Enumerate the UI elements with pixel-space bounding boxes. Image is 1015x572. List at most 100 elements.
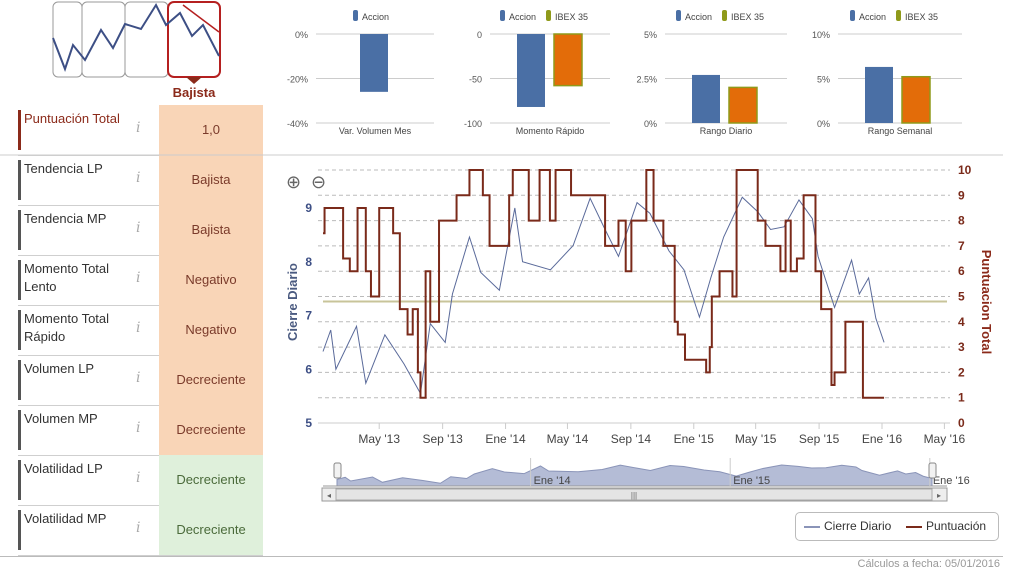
series-puntuacion: [323, 169, 885, 399]
x-tick-label: May '16: [924, 432, 966, 446]
y2-tick-label: 8: [958, 214, 965, 228]
y-tick-label: 5%: [644, 30, 657, 40]
legend-swatch: [722, 10, 727, 21]
indicator-row: Tendencia MP i Bajista: [18, 205, 263, 256]
y2-tick-label: 6: [958, 264, 965, 278]
navigator-label: Ene '15: [733, 475, 770, 487]
y-tick-label: 0: [477, 30, 482, 40]
y-tick-label: -100: [464, 119, 482, 129]
x-tick-label: May '13: [358, 432, 400, 446]
navigator-label: Ene '14: [534, 475, 571, 487]
legend-label: Accion: [509, 12, 536, 22]
y-tick-label: 7: [305, 309, 312, 323]
indicator-row: Volatilidad LP i Decreciente: [18, 455, 263, 506]
info-icon[interactable]: i: [136, 470, 141, 486]
info-icon[interactable]: i: [136, 270, 141, 286]
indicator-value: Negativo: [159, 255, 263, 305]
x-tick-label: Ene '15: [674, 432, 715, 446]
legend-label: Accion: [362, 12, 389, 22]
indicator-label: Volumen LP: [18, 360, 128, 400]
x-tick-label: Sep '14: [611, 432, 652, 446]
y2-axis-title: Puntuacion Total: [979, 250, 994, 354]
y-tick-label: 10%: [812, 30, 830, 40]
scroll-right-icon[interactable]: ▸: [937, 491, 941, 500]
info-icon[interactable]: i: [136, 170, 141, 186]
info-icon[interactable]: i: [136, 220, 141, 236]
footer-divider: [0, 556, 1003, 557]
info-icon[interactable]: i: [136, 370, 141, 386]
bar-accion: [865, 66, 893, 123]
legend-label: Accion: [685, 12, 712, 22]
zoom-out-icon[interactable]: ⊖: [311, 172, 327, 192]
y-tick-label: 8: [305, 255, 312, 269]
indicator-row: Volumen LP i Decreciente: [18, 355, 263, 406]
x-tick-label: Ene '16: [862, 432, 903, 446]
y-tick-label: 9: [305, 201, 312, 215]
scrollbar-thumb[interactable]: [335, 488, 933, 501]
y-tick-label: 6: [305, 362, 312, 376]
indicator-value: Bajista: [159, 205, 263, 255]
indicator-label: Momento Total Rápido: [18, 310, 128, 350]
legend-puntuacion-swatch: [906, 526, 922, 528]
indicator-label: Momento Total Lento: [18, 260, 128, 300]
x-tick-label: Sep '13: [422, 432, 463, 446]
indicator-value: Negativo: [159, 305, 263, 355]
legend-swatch: [546, 10, 551, 21]
indicator-row: Puntuación Total i 1,0: [18, 105, 263, 156]
y2-tick-label: 9: [958, 188, 965, 202]
legend-label: IBEX 35: [905, 12, 938, 22]
y-tick-label: -40%: [287, 119, 308, 129]
zoom-in-icon[interactable]: ⊕: [286, 172, 302, 192]
indicator-row: Tendencia LP i Bajista: [18, 155, 263, 206]
chart-title: Var. Volumen Mes: [339, 126, 412, 136]
indicator-label: Tendencia LP: [18, 160, 128, 200]
x-tick-label: May '15: [735, 432, 777, 446]
indicator-row: Volumen MP i Decreciente: [18, 405, 263, 456]
calculation-date: Cálculos a fecha: 05/01/2016: [857, 558, 1001, 570]
scroll-left-icon[interactable]: ◂: [327, 491, 331, 500]
legend-swatch: [850, 10, 855, 21]
selected-pointer-icon: [186, 77, 202, 84]
legend-label: Accion: [859, 12, 886, 22]
y2-tick-label: 3: [958, 340, 965, 354]
indicator-label: Puntuación Total: [18, 110, 128, 150]
y-tick-label: 0%: [295, 30, 308, 40]
info-icon[interactable]: i: [136, 520, 141, 536]
series-cierre-diario: [322, 196, 885, 395]
navigator-label: Ene '16: [933, 475, 970, 487]
bar-accion: [517, 34, 545, 107]
info-icon[interactable]: i: [136, 320, 141, 336]
y-tick-label: 5%: [817, 75, 830, 85]
indicator-label: Volatilidad MP: [18, 510, 128, 550]
legend-puntuacion[interactable]: Puntuación: [926, 519, 987, 533]
indicator-value: 1,0: [159, 105, 263, 155]
indicator-value: Decreciente: [159, 505, 263, 555]
legend-swatch: [676, 10, 681, 21]
bar-ibex-35: [901, 75, 931, 124]
x-tick-label: Ene '14: [485, 432, 526, 446]
info-icon[interactable]: i: [136, 420, 141, 436]
bar-accion: [692, 74, 720, 123]
indicator-label: Volumen MP: [18, 410, 128, 450]
indicator-value: Decreciente: [159, 455, 263, 505]
indicator-row: Volatilidad MP i Decreciente: [18, 505, 263, 556]
indicator-value: Decreciente: [159, 405, 263, 455]
indicator-value: Decreciente: [159, 355, 263, 405]
info-icon[interactable]: i: [136, 120, 141, 136]
y2-tick-label: 10: [958, 163, 972, 177]
chart-legend: Cierre Diario Puntuación: [795, 512, 999, 541]
trend-selector: Bajista: [52, 1, 221, 100]
y-tick-label: 0%: [644, 119, 657, 129]
y2-tick-label: 1: [958, 391, 965, 405]
y-tick-label: 5: [305, 416, 312, 430]
indicator-label: Volatilidad LP: [18, 460, 128, 500]
legend-cierre-swatch: [804, 526, 820, 528]
navigator-handle[interactable]: [333, 462, 342, 479]
indicator-label: Tendencia MP: [18, 210, 128, 250]
bar-ibex-35: [728, 86, 758, 124]
y2-tick-label: 5: [958, 290, 965, 304]
legend-cierre[interactable]: Cierre Diario: [824, 519, 892, 533]
bar-ibex-35: [553, 33, 583, 87]
navigator-handle[interactable]: [928, 462, 937, 479]
